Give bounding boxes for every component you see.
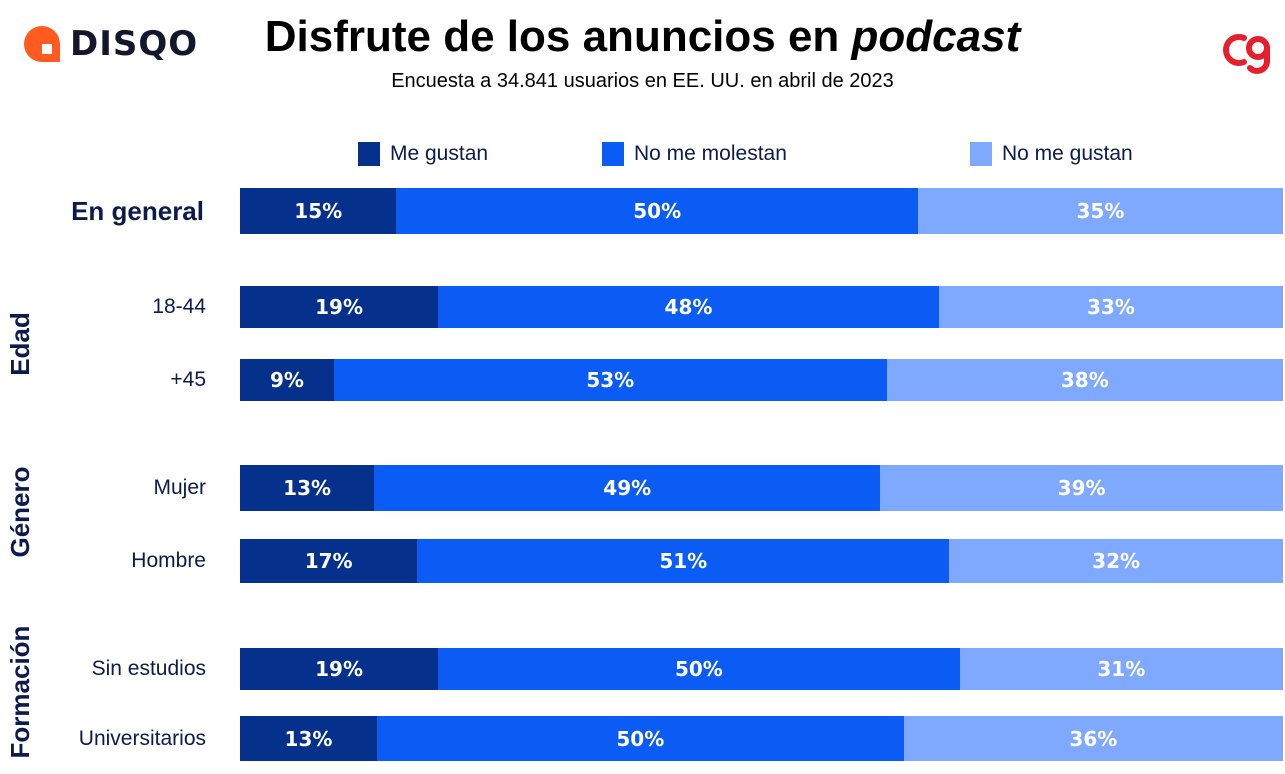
bar-segment: 17% bbox=[240, 539, 418, 583]
stacked-bar: 13% 49% 39% bbox=[240, 465, 1283, 511]
brand-logo-icon bbox=[1222, 28, 1274, 76]
bar-segment: 38% bbox=[886, 359, 1283, 401]
bar-segment: 50% bbox=[376, 716, 904, 761]
group-label: Género bbox=[5, 466, 35, 558]
bar-segment: 50% bbox=[396, 188, 918, 234]
bar-segment: 50% bbox=[438, 648, 960, 690]
row-label: Universitarios bbox=[78, 727, 206, 750]
legend-label: No me gustan bbox=[1002, 142, 1133, 165]
disqo-logo-mark-icon bbox=[22, 24, 62, 64]
chart-title: Disfrute de los anuncios en podcast bbox=[0, 12, 1285, 62]
bar-segment: 35% bbox=[917, 188, 1283, 234]
chart-title-italic: podcast bbox=[851, 12, 1021, 61]
legend-swatch bbox=[602, 142, 624, 166]
stacked-bar: 9% 53% 38% bbox=[240, 359, 1283, 401]
row-label: +45 bbox=[170, 368, 206, 391]
legend-item: No me molestan bbox=[602, 141, 787, 167]
row-label: 18-44 bbox=[152, 295, 206, 318]
stacked-bar: 15% 50% 35% bbox=[240, 188, 1283, 234]
legend-label: No me molestan bbox=[634, 142, 787, 165]
bar-segment: 9% bbox=[240, 359, 334, 401]
row-label: En general bbox=[71, 196, 204, 226]
bar-segment: 13% bbox=[240, 716, 377, 761]
legend-swatch bbox=[358, 142, 380, 166]
bar-segment: 32% bbox=[949, 539, 1283, 583]
row-label: Sin estudios bbox=[91, 657, 206, 680]
bar-segment: 39% bbox=[880, 465, 1283, 511]
stacked-bar: 19% 50% 31% bbox=[240, 648, 1283, 690]
group-label: Formación bbox=[5, 625, 35, 759]
legend-item: No me gustan bbox=[970, 141, 1133, 167]
bar-segment: 51% bbox=[417, 539, 950, 583]
stacked-bar: 13% 50% 36% bbox=[240, 716, 1283, 761]
bar-segment: 19% bbox=[240, 648, 439, 690]
row-label: Hombre bbox=[131, 549, 206, 572]
bar-segment: 13% bbox=[240, 465, 375, 511]
stacked-bar: 19% 48% 33% bbox=[240, 286, 1283, 328]
group-label: Edad bbox=[5, 312, 35, 376]
bar-segment: 36% bbox=[903, 716, 1283, 761]
chart-title-main: Disfrute de los anuncios en bbox=[264, 12, 852, 61]
chart-subtitle: Encuesta a 34.841 usuarios en EE. UU. en… bbox=[391, 70, 894, 92]
bar-segment: 19% bbox=[240, 286, 439, 328]
disqo-logo: DISQO bbox=[22, 24, 198, 64]
bar-segment: 15% bbox=[240, 188, 397, 234]
legend-swatch bbox=[970, 142, 992, 166]
bar-segment: 33% bbox=[938, 286, 1283, 328]
bar-segment: 48% bbox=[438, 286, 939, 328]
bar-segment: 49% bbox=[374, 465, 881, 511]
stacked-bar: 17% 51% 32% bbox=[240, 539, 1283, 583]
bar-segment: 31% bbox=[959, 648, 1283, 690]
disqo-logo-text: DISQO bbox=[70, 24, 199, 64]
legend-item: Me gustan bbox=[358, 141, 488, 167]
legend-label: Me gustan bbox=[390, 142, 489, 165]
row-label: Mujer bbox=[153, 476, 206, 499]
bar-segment: 53% bbox=[333, 359, 887, 401]
